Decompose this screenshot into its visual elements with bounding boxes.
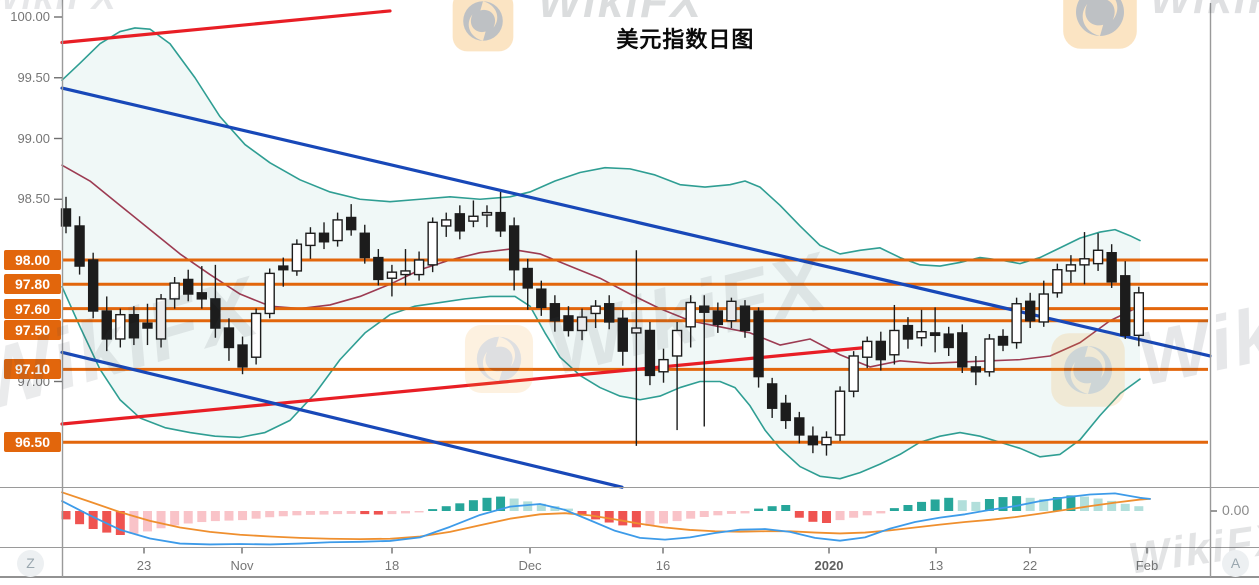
price-level-tag: 96.50 [4,432,61,453]
x-axis-label: Nov [230,558,254,573]
y-axis-label: 99.50 [17,69,50,85]
page-title: 美元指数日图 [616,27,755,52]
x-axis-label: 18 [384,558,400,573]
z-button[interactable]: Z [17,550,44,577]
x-axis-label: Dec [518,558,542,573]
macd-zero-label: 0.00 [1222,502,1250,518]
price-level-tag: 97.10 [4,359,61,380]
x-axis-label: 16 [655,558,671,573]
price-level-tag: 97.50 [4,319,61,340]
y-axis-label: 99.00 [17,130,50,146]
x-axis-label: 22 [1022,558,1038,573]
x-axis-label: Feb [1135,558,1159,573]
price-level-tag: 98.00 [4,250,61,270]
y-axis-label: 98.50 [17,191,50,207]
x-axis-label: 13 [928,558,944,573]
price-level-tag: 97.60 [4,298,61,319]
y-axis-label: 100.00 [10,9,50,24]
price-level-tag: 97.80 [4,274,61,295]
a-button[interactable]: A [1222,550,1249,577]
x-axis-label: 2020 [814,558,844,573]
x-axis-label: 23 [136,558,152,573]
